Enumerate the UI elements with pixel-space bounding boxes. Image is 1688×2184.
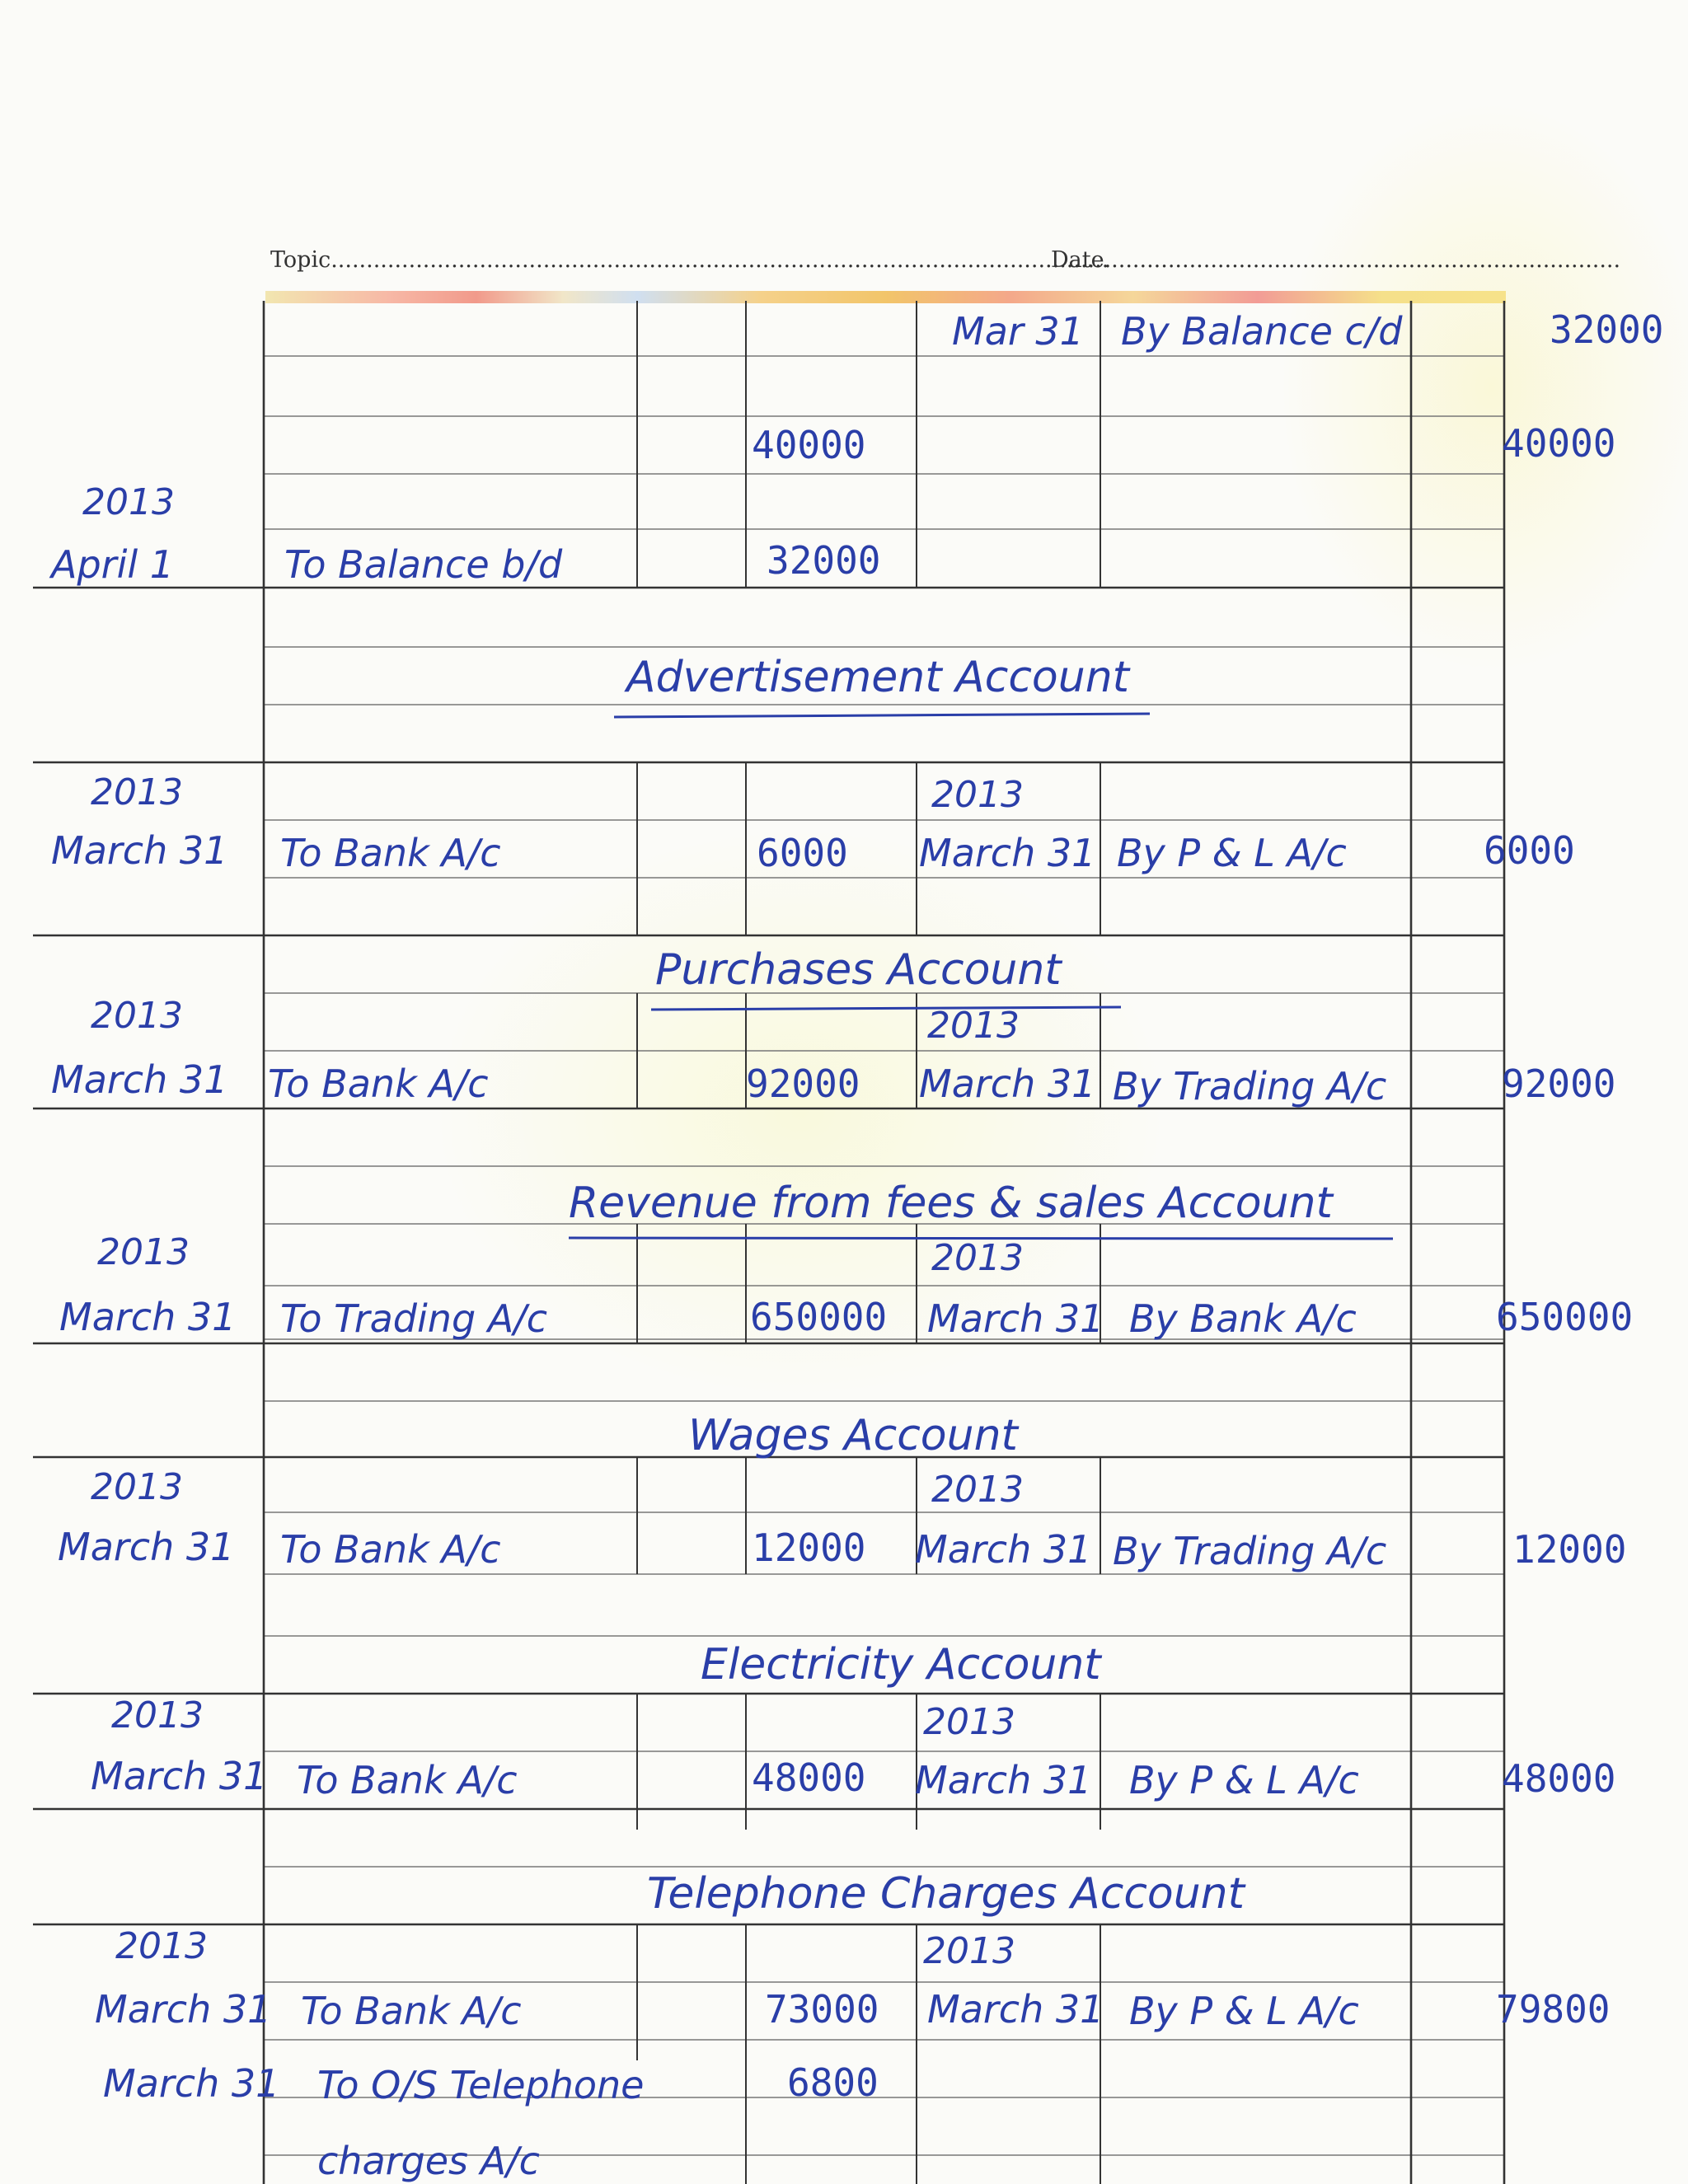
account-title: Wages Account [688,1411,1018,1460]
debit-amount: 12000 [752,1526,866,1570]
credit-date: March 31 [919,831,1096,875]
opening-year: 2013 [82,481,175,523]
credit-amount: 92000 [1502,1062,1616,1106]
debit-amount: 92000 [746,1062,860,1106]
credit-particulars: By P & L A/c [1117,831,1347,875]
debit-amount: 6000 [757,831,848,875]
credit-date: March 31 [919,1062,1096,1106]
account-title: Telephone Charges Account [647,1869,1245,1919]
debit-particulars: To Bank A/c [268,1062,489,1106]
debit-date: March 31 [58,1525,235,1569]
account-title: Advertisement Account [626,653,1130,702]
debit-amount: 650000 [750,1295,888,1339]
debit-particulars: To Bank A/c [301,1989,522,2033]
debit-particulars: To Bank A/c [280,831,501,875]
balance-cd-date: Mar 31 [952,309,1084,354]
debit-particulars: To O/S Telephone [317,2063,645,2107]
credit-date: March 31 [927,1987,1104,2032]
debit-year: 2013 [91,1466,183,1508]
paper-tint [1278,99,1688,676]
total-debit: 40000 [752,423,866,467]
date-label: Date....................................… [1051,247,1621,273]
debit-date: March 31 [91,1754,268,1798]
credit-year: 2013 [931,774,1024,816]
debit-particulars-continued: charges A/c [317,2139,540,2183]
debit-year: 2013 [97,1231,190,1273]
debit-date: March 31 [59,1295,237,1339]
credit-particulars: By P & L A/c [1129,1989,1359,2033]
balance-cd-amount: 32000 [1550,307,1664,352]
opening-particulars: To Balance b/d [284,542,563,587]
credit-amount: 6000 [1484,828,1575,873]
debit-particulars: To Trading A/c [280,1296,548,1341]
credit-particulars: By Trading A/c [1113,1529,1387,1573]
debit-year: 2013 [111,1694,204,1736]
account-title: Electricity Account [701,1640,1101,1690]
debit-amount: 48000 [752,1755,866,1800]
total-credit: 40000 [1502,421,1616,466]
balance-cd-particulars: By Balance c/d [1121,309,1403,354]
debit-amount: 73000 [765,1987,879,2032]
credit-amount: 650000 [1496,1295,1634,1339]
debit-particulars: To Bank A/c [280,1527,501,1572]
credit-date: March 31 [915,1758,1092,1802]
credit-particulars: By P & L A/c [1129,1758,1359,1802]
opening-amount: 32000 [767,538,881,583]
debit-year: 2013 [91,995,183,1037]
account-title: Purchases Account [655,945,1062,995]
opening-date: April 1 [51,542,175,587]
credit-particulars: By Trading A/c [1113,1064,1387,1108]
paper-tint [429,824,1170,1401]
credit-particulars: By Bank A/c [1129,1296,1357,1341]
credit-amount: 79800 [1496,1987,1611,2032]
credit-year: 2013 [931,1469,1024,1511]
topic-label: Topic...................................… [270,247,1109,273]
account-title: Revenue from fees & sales Account [569,1179,1333,1228]
credit-date: March 31 [927,1296,1104,1341]
debit-date: March 31 [51,828,228,873]
credit-year: 2013 [931,1237,1024,1279]
debit-date: March 31 [95,1987,272,2032]
debit-date: March 31 [51,1057,228,1102]
credit-year: 2013 [923,1701,1015,1743]
credit-year: 2013 [923,1930,1015,1972]
header-color-strip [265,291,1506,303]
credit-amount: 48000 [1502,1756,1616,1801]
debit-year: 2013 [91,771,183,813]
credit-date: March 31 [915,1527,1092,1572]
debit-year: 2013 [115,1925,208,1967]
debit-particulars: To Bank A/c [297,1758,518,1802]
debit-date: March 31 [103,2061,280,2106]
debit-amount: 6800 [787,2060,879,2105]
credit-amount: 12000 [1512,1527,1627,1572]
credit-year: 2013 [927,1005,1020,1047]
